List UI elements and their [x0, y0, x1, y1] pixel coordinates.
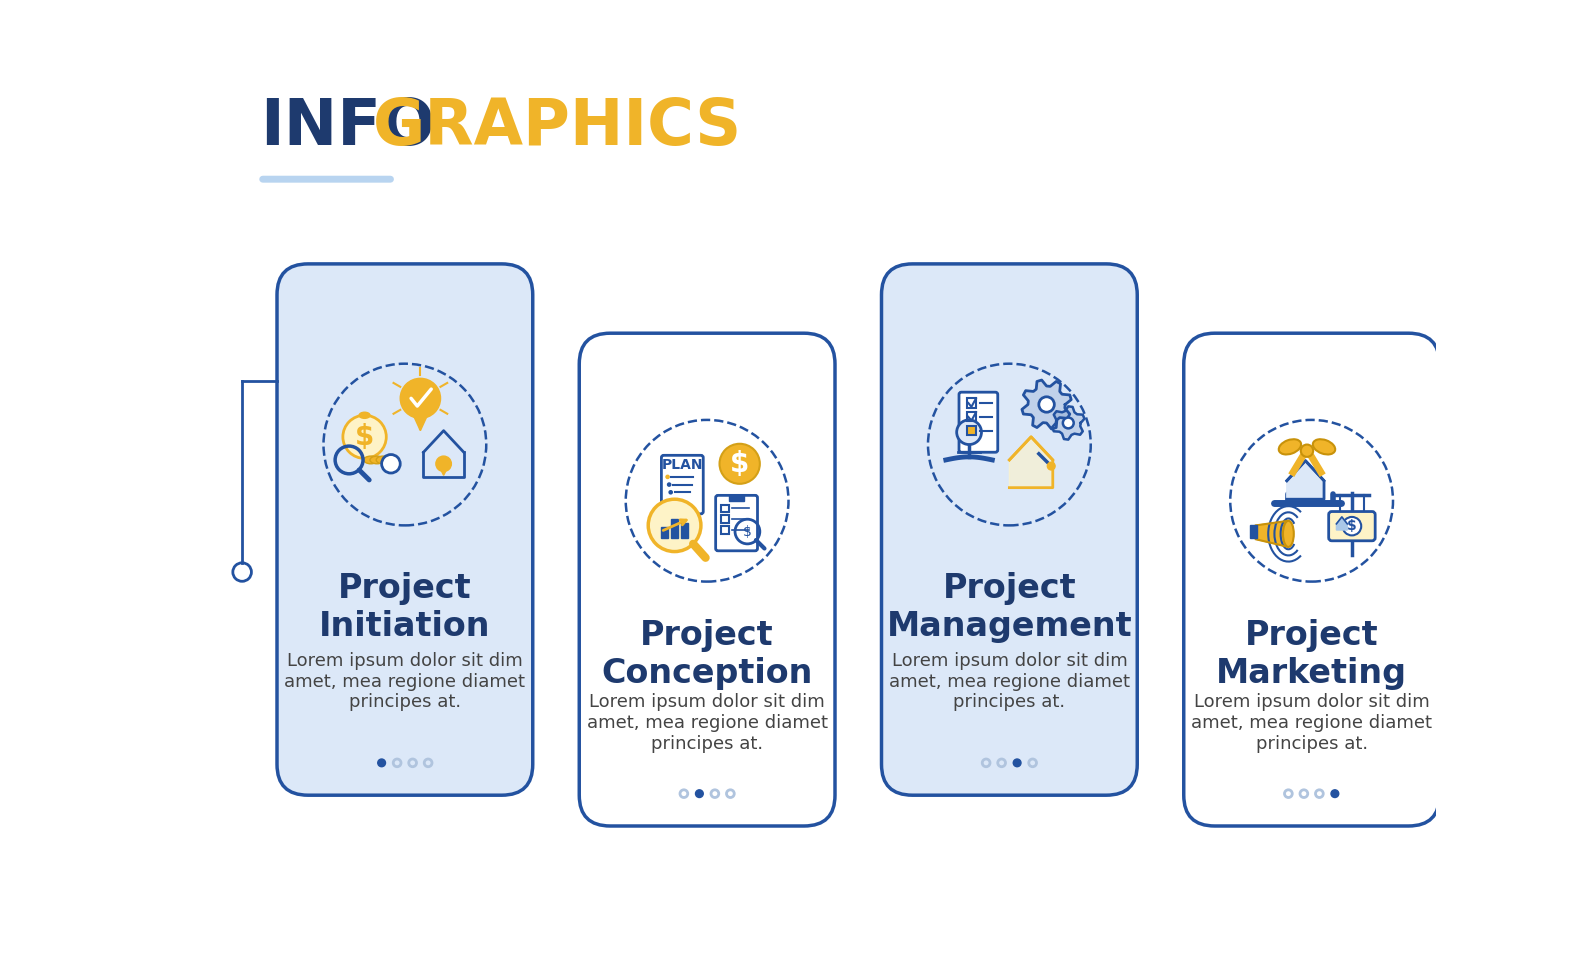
Text: PLAN: PLAN	[662, 459, 704, 472]
Circle shape	[1063, 417, 1074, 428]
Bar	[661, 527, 667, 538]
Circle shape	[666, 474, 670, 479]
Text: Lorem ipsum dolor sit dim
amet, mea regione diamet
principes at.: Lorem ipsum dolor sit dim amet, mea regi…	[587, 693, 828, 753]
FancyBboxPatch shape	[881, 264, 1138, 795]
Circle shape	[667, 482, 672, 487]
Circle shape	[1013, 759, 1021, 766]
Circle shape	[1039, 397, 1055, 413]
Bar	[1250, 525, 1258, 538]
Polygon shape	[440, 467, 447, 475]
Polygon shape	[1009, 437, 1053, 488]
Polygon shape	[1336, 516, 1347, 530]
Circle shape	[1342, 516, 1361, 535]
Text: Project
Marketing: Project Marketing	[1216, 619, 1408, 690]
Circle shape	[669, 490, 674, 495]
Text: Lorem ipsum dolor sit dim
amet, mea regione diamet
principes at.: Lorem ipsum dolor sit dim amet, mea regi…	[284, 652, 525, 711]
Bar	[681, 523, 688, 538]
Polygon shape	[423, 430, 464, 477]
Bar	[729, 495, 744, 501]
Text: $: $	[354, 422, 373, 451]
Circle shape	[696, 790, 704, 798]
Text: Lorem ipsum dolor sit dim
amet, mea regione diamet
principes at.: Lorem ipsum dolor sit dim amet, mea regi…	[1191, 693, 1432, 753]
Circle shape	[401, 378, 440, 418]
Bar	[967, 413, 977, 421]
Bar	[670, 519, 678, 538]
Text: $: $	[729, 450, 749, 478]
FancyBboxPatch shape	[715, 495, 758, 551]
Polygon shape	[1052, 407, 1084, 440]
Text: Project
Conception: Project Conception	[602, 619, 812, 690]
Text: GRAPHICS: GRAPHICS	[373, 96, 742, 158]
Circle shape	[648, 499, 701, 552]
Ellipse shape	[1278, 439, 1301, 455]
Circle shape	[378, 759, 386, 766]
Ellipse shape	[364, 456, 378, 464]
Polygon shape	[1021, 380, 1071, 429]
FancyBboxPatch shape	[1329, 512, 1376, 541]
FancyBboxPatch shape	[1184, 333, 1440, 826]
Circle shape	[1047, 463, 1055, 470]
Bar	[967, 398, 977, 408]
Ellipse shape	[359, 413, 370, 418]
Text: Project
Management: Project Management	[886, 572, 1132, 643]
Ellipse shape	[377, 456, 389, 464]
Bar	[721, 526, 729, 534]
Ellipse shape	[1314, 439, 1336, 455]
Bar	[721, 505, 729, 513]
Text: INFO: INFO	[260, 96, 436, 158]
Ellipse shape	[370, 456, 385, 464]
Circle shape	[1301, 445, 1314, 457]
Bar	[967, 426, 977, 435]
FancyBboxPatch shape	[661, 456, 704, 514]
Circle shape	[343, 416, 386, 459]
FancyBboxPatch shape	[278, 264, 533, 795]
FancyBboxPatch shape	[959, 392, 998, 452]
Circle shape	[381, 455, 401, 473]
Polygon shape	[1256, 520, 1288, 547]
Text: Lorem ipsum dolor sit dim
amet, mea regione diamet
principes at.: Lorem ipsum dolor sit dim amet, mea regi…	[889, 652, 1130, 711]
Ellipse shape	[1283, 520, 1294, 547]
Circle shape	[436, 456, 452, 471]
Bar	[721, 515, 729, 523]
Circle shape	[720, 444, 760, 484]
Polygon shape	[1286, 461, 1325, 499]
Circle shape	[956, 419, 982, 445]
Text: Project
Initiation: Project Initiation	[319, 572, 490, 643]
Text: $: $	[1347, 519, 1357, 533]
Polygon shape	[413, 414, 428, 430]
Text: $: $	[744, 524, 752, 539]
Circle shape	[1331, 790, 1339, 798]
FancyBboxPatch shape	[579, 333, 835, 826]
